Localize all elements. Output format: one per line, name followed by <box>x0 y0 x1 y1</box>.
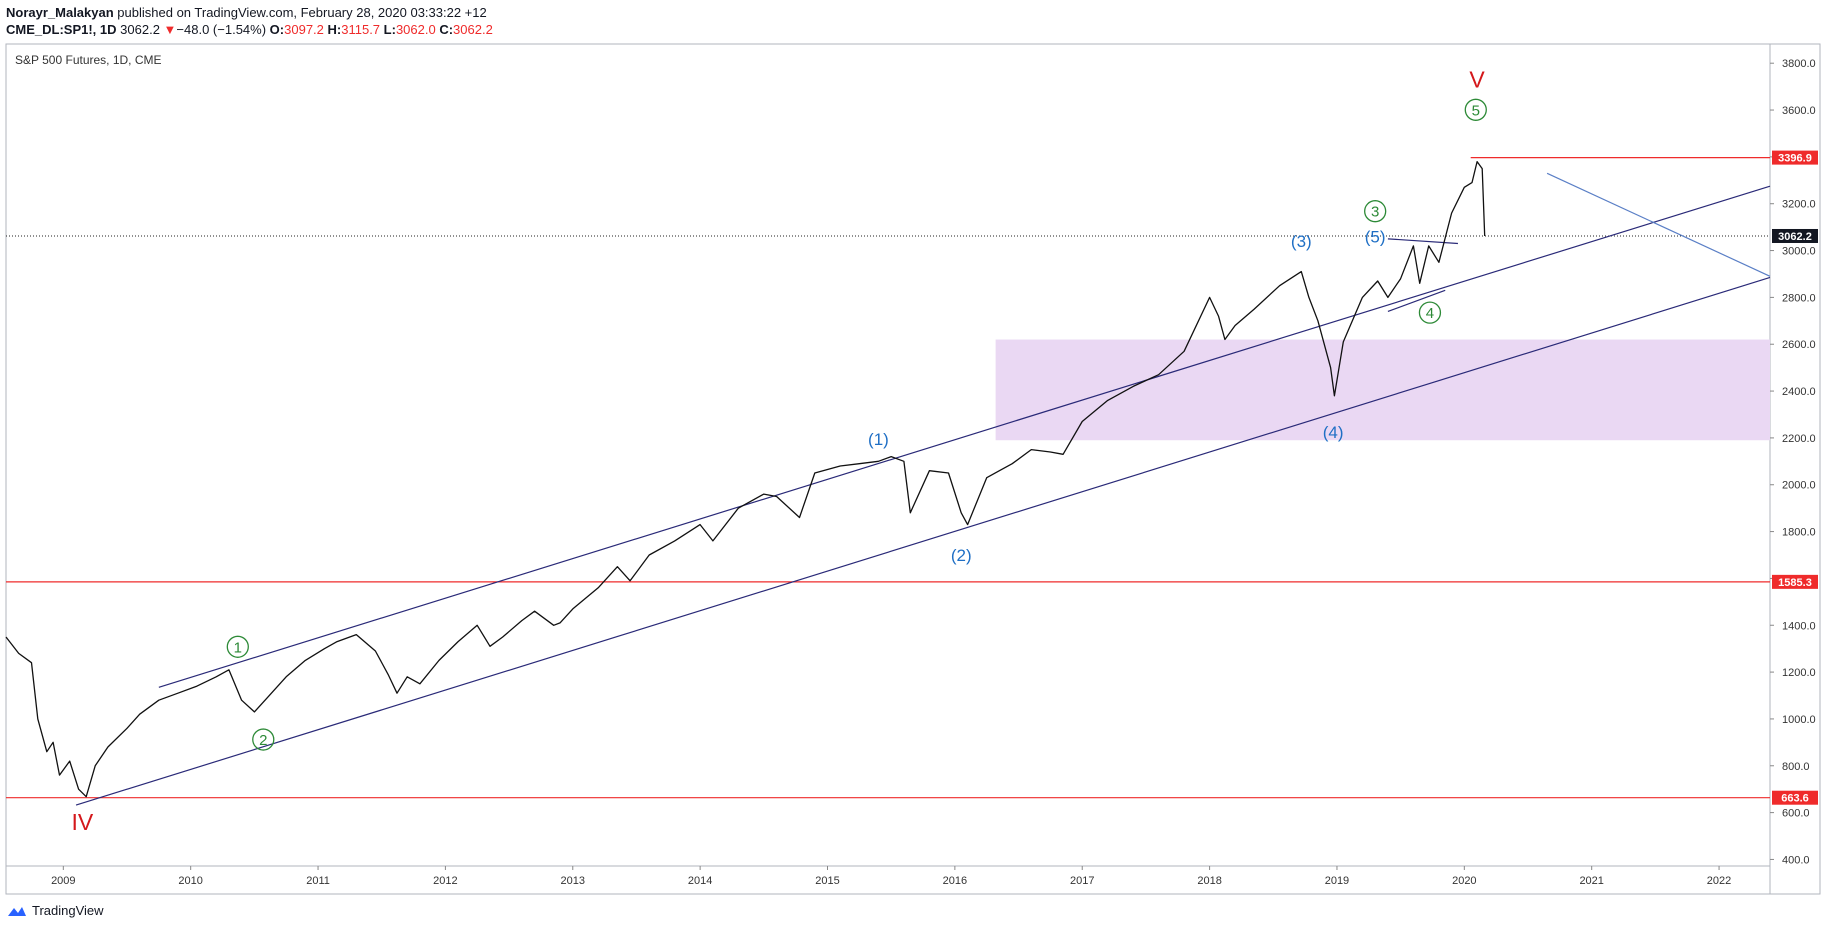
published-text: published on TradingView.com, February 2… <box>117 5 487 20</box>
level-price-tag: 663.6 <box>1781 793 1809 805</box>
last-price: 3062.2 <box>120 22 160 37</box>
wave-label: 3 <box>1371 204 1379 221</box>
wave-label-paren: (2) <box>951 546 972 565</box>
x-tick-label: 2019 <box>1325 875 1349 887</box>
level-price-tag: 1585.3 <box>1778 577 1812 589</box>
y-tick-label: 600.0 <box>1782 808 1810 820</box>
wave-label-paren: (5) <box>1365 228 1386 247</box>
wave-label-major: IV <box>72 809 94 835</box>
wave-circle <box>1464 98 1487 121</box>
wave-label: 1 <box>234 639 242 656</box>
x-tick-label: 2016 <box>943 875 967 887</box>
footer: TradingView <box>6 903 104 918</box>
y-tick-label: 1400.0 <box>1782 620 1816 632</box>
wave-circle <box>226 635 249 658</box>
y-tick-label: 2600.0 <box>1782 339 1816 351</box>
wave-label-major: V <box>1469 67 1485 93</box>
last-price-tag: 3062.2 <box>1778 231 1812 243</box>
trendline <box>1387 289 1446 313</box>
low-label: L: <box>383 22 396 37</box>
y-tick-label: 3600.0 <box>1782 105 1816 117</box>
support-zone <box>995 339 1770 441</box>
trendline <box>1387 238 1458 245</box>
wave-labels: IV V 1 2 3 4 5 (1) (2) (3) (4) (5) <box>72 67 1487 835</box>
trendline <box>75 276 1771 806</box>
y-tick-label: 1200.0 <box>1782 667 1816 679</box>
high-label: H: <box>327 22 342 37</box>
chart-frame <box>5 43 1821 895</box>
level-price-tag-bg <box>1772 574 1818 589</box>
x-tick-label: 2013 <box>561 875 585 887</box>
level-price-tag-bg <box>1772 790 1818 805</box>
level-price-tag-bg <box>1772 150 1818 165</box>
x-tick-label: 2020 <box>1452 875 1476 887</box>
y-tick-label: 3000.0 <box>1782 246 1816 258</box>
high-value: 3115.7 <box>341 22 381 37</box>
open-value: 3097.2 <box>284 22 324 37</box>
trendline <box>158 185 1771 688</box>
x-tick-label: 2022 <box>1707 875 1731 887</box>
price-line <box>5 160 1486 798</box>
time-axis[interactable]: 2009 2010 2011 2012 2013 2014 2015 2016 2017 2018… <box>51 866 1731 887</box>
author-name[interactable]: Norayr_Malakyan <box>6 5 114 20</box>
close-label: C: <box>439 22 454 37</box>
y-tick-label: 3800.0 <box>1782 58 1816 70</box>
tradingview-logo-icon <box>8 906 26 916</box>
trendlines <box>75 172 1771 806</box>
wave-label-paren: (1) <box>868 430 889 449</box>
wave-circle <box>1364 200 1387 223</box>
wave-label-paren: (4) <box>1323 423 1344 442</box>
x-tick-label: 2011 <box>306 875 330 887</box>
x-tick-label: 2012 <box>433 875 457 887</box>
y-tick-label: 400.0 <box>1782 854 1810 866</box>
horizontal-levels <box>6 157 1770 799</box>
last-price-tag-bg <box>1772 228 1818 243</box>
wave-circle <box>1418 301 1442 324</box>
y-tick-label: 2400.0 <box>1782 386 1816 398</box>
y-tick-label: 1800.0 <box>1782 527 1816 539</box>
y-tick-label: 800.0 <box>1782 761 1810 773</box>
symbol-label: CME_DL:SP1!, 1D <box>6 22 117 37</box>
price-series <box>5 160 1486 798</box>
chart-title: S&P 500 Futures, 1D, CME <box>15 53 162 67</box>
low-value: 3062.0 <box>395 22 436 37</box>
wave-label: 4 <box>1426 305 1434 322</box>
y-tick-label: 3200.0 <box>1782 199 1816 211</box>
trendline <box>1546 172 1771 277</box>
x-tick-label: 2018 <box>1197 875 1221 887</box>
close-value: 3062.2 <box>453 22 493 37</box>
x-tick-label: 2009 <box>51 875 75 887</box>
y-tick-label: 2200.0 <box>1782 433 1816 445</box>
y-tick-label: 2000.0 <box>1782 480 1816 492</box>
wave-circle <box>252 728 275 751</box>
change-down-icon: ▼ <box>163 22 177 37</box>
zones <box>995 339 1770 441</box>
price-tags: 3396.9 1585.3 663.6 3062.2 <box>1772 150 1818 805</box>
brand-label[interactable]: TradingView <box>32 903 104 918</box>
open-label: O: <box>269 22 285 37</box>
level-price-tag: 3396.9 <box>1778 153 1812 165</box>
price-axis[interactable]: 400.0600.0800.01000.01200.01400.01600.01… <box>1770 58 1816 866</box>
x-tick-label: 2014 <box>688 875 712 887</box>
x-tick-label: 2021 <box>1579 875 1603 887</box>
ohlc-line: CME_DL:SP1!, 1D 3062.2 ▼−48.0 (−1.54%) O… <box>6 22 493 37</box>
wave-label: 5 <box>1472 102 1480 119</box>
publish-line: Norayr_Malakyan published on TradingView… <box>6 5 487 20</box>
y-tick-label: 1000.0 <box>1782 714 1816 726</box>
x-tick-label: 2017 <box>1070 875 1094 887</box>
x-tick-label: 2010 <box>178 875 202 887</box>
wave-label-paren: (3) <box>1291 232 1312 251</box>
y-tick-label: 2800.0 <box>1782 292 1816 304</box>
x-tick-label: 2015 <box>815 875 839 887</box>
wave-label: 2 <box>259 732 267 749</box>
change-value: −48.0 (−1.54%) <box>176 22 267 37</box>
